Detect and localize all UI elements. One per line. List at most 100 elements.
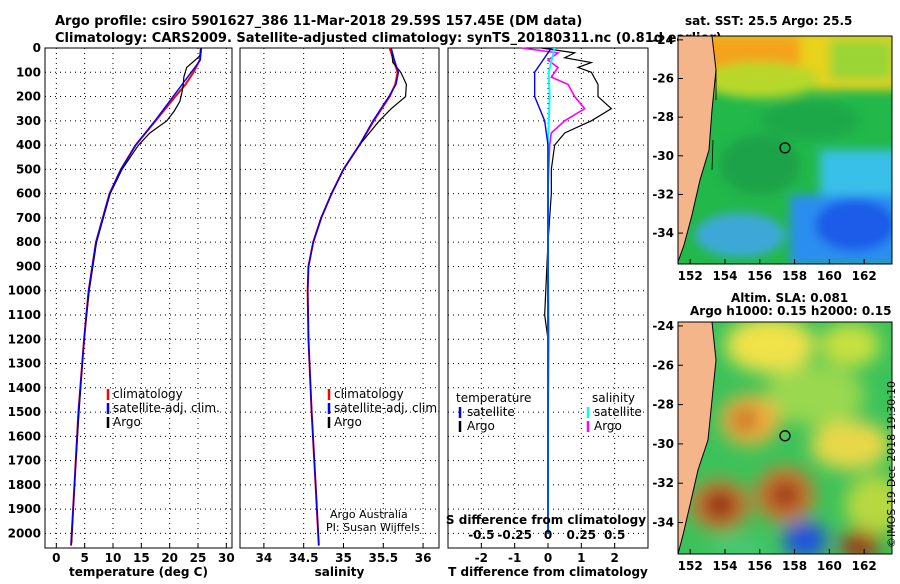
map-x-tick-label: 162 xyxy=(852,559,877,573)
legend-heading-temperature: temperature xyxy=(456,391,531,405)
x-tick-label: 15 xyxy=(133,551,150,565)
map-y-tick-label: -24 xyxy=(652,319,674,333)
x-axis-label: salinity xyxy=(315,565,365,579)
map-x-tick-label: 158 xyxy=(782,559,807,573)
sla-map-title-2: Argo h1000: 0.15 h2000: 0.15 xyxy=(690,304,891,318)
s-tick-label: 0.5 xyxy=(604,528,625,542)
legend-label: satellite xyxy=(594,405,642,419)
y-tick-label: 1800 xyxy=(8,478,41,492)
map-y-tick-label: -26 xyxy=(652,358,674,372)
y-tick-label: 800 xyxy=(16,235,41,249)
y-tick-label: 300 xyxy=(16,114,41,128)
x-tick-label: 30 xyxy=(218,551,235,565)
temp-satellite-line xyxy=(70,47,203,546)
credit-line-1: Argo Australia xyxy=(330,508,408,521)
y-tick-label: 1400 xyxy=(8,381,41,395)
map-x-tick-label: 154 xyxy=(712,269,737,283)
legend-label: climatology xyxy=(334,387,404,401)
sst-map-field xyxy=(678,36,892,264)
sla-map: Altim. SLA: 0.081 Argo h1000: 0.15 h2000… xyxy=(652,291,893,573)
tdiff-satellite-line xyxy=(533,47,552,534)
x-axis-label: temperature (deg C) xyxy=(69,565,208,579)
s-diff-title: S difference from climatology xyxy=(446,513,646,527)
y-tick-label: 1100 xyxy=(8,308,41,322)
plot-frame xyxy=(44,47,233,549)
sla-profile-location-marker xyxy=(779,430,791,442)
y-tick-label: 200 xyxy=(16,90,41,104)
credit-line-2: PI: Susan Wijffels xyxy=(326,521,420,534)
y-tick-label: 1900 xyxy=(8,502,41,516)
legend-label: satellite-adj. clim. xyxy=(113,401,220,415)
s-tick-label: 0 xyxy=(544,528,552,542)
x-axis-label: T difference from climatology xyxy=(448,565,648,579)
x-tick-label: -1 xyxy=(508,551,521,565)
map-y-tick-label: -32 xyxy=(652,187,674,201)
x-tick-label: 20 xyxy=(161,551,178,565)
map-y-tick-label: -34 xyxy=(652,516,674,530)
difference-panel: -2 -1 0 1 2T difference from climatology S di… xyxy=(446,47,649,579)
x-tick-label: 2 xyxy=(610,551,618,565)
x-tick-label: 0 xyxy=(52,551,60,565)
x-tick-label: 5 xyxy=(80,551,88,565)
y-tick-label: 1300 xyxy=(8,357,41,371)
sal-argo-line xyxy=(307,47,407,544)
salinity-panel: 34 34.5 35 35.5 36 salinity climatologysatelli… xyxy=(239,47,441,579)
y-tick-label: 0 xyxy=(33,41,41,55)
x-tick-label: 34 xyxy=(256,551,273,565)
sla-map-field xyxy=(678,322,892,554)
s-tick-label: -0.25 xyxy=(497,528,532,542)
map-x-tick-label: 156 xyxy=(747,269,772,283)
y-tick-label: 600 xyxy=(16,187,41,201)
x-tick-label: 34.5 xyxy=(289,551,319,565)
map-y-tick-label: -30 xyxy=(652,149,674,163)
x-tick-label: 35 xyxy=(335,551,352,565)
y-tick-label: 400 xyxy=(16,138,41,152)
tdiff-argo-line xyxy=(541,47,613,534)
map-x-tick-label: 152 xyxy=(678,269,703,283)
map-y-tick-label: -34 xyxy=(652,226,674,240)
sst-map-ticks: 152 154 156 158 160 162 -24 -26 -28 -30 -32 -34 xyxy=(652,33,876,283)
legend-label: satellite-adj. clim. xyxy=(334,401,441,415)
map-x-tick-label: 158 xyxy=(782,269,807,283)
sal-climatology-line xyxy=(306,47,399,546)
map-y-tick-label: -24 xyxy=(652,33,674,47)
legend-label: Argo xyxy=(594,419,622,433)
sla-map-title-1: Altim. SLA: 0.081 xyxy=(731,291,848,305)
s-tick-label: 0.25 xyxy=(567,528,597,542)
legend-heading-salinity: salinity xyxy=(592,391,635,405)
legend-label: Argo xyxy=(334,415,362,429)
x-tick-label: 0 xyxy=(544,551,552,565)
temperature-panel: 0 5 10 15 20 25 300100200300400500600700800900… xyxy=(8,41,235,579)
legend-label: Argo xyxy=(467,419,495,433)
y-tick-label: 500 xyxy=(16,162,41,176)
x-tick-label: 35.5 xyxy=(368,551,398,565)
y-tick-label: 1500 xyxy=(8,405,41,419)
legend-label: climatology xyxy=(113,387,183,401)
y-tick-label: 1700 xyxy=(8,454,41,468)
sla-map-ticks: 152 154 156 158 160 162 -24 -26 -28 -30 -32 -34 xyxy=(652,319,876,573)
map-y-tick-label: -28 xyxy=(652,110,674,124)
map-x-tick-label: 154 xyxy=(712,559,737,573)
sst-profile-location-marker xyxy=(779,142,791,154)
title-line-1: Argo profile: csiro 5901627_386 11-Mar-2… xyxy=(55,14,582,29)
map-x-tick-label: 160 xyxy=(817,269,842,283)
x-tick-label: 25 xyxy=(190,551,207,565)
map-x-tick-label: 162 xyxy=(852,269,877,283)
y-tick-label: 1000 xyxy=(8,284,41,298)
map-y-tick-label: -30 xyxy=(652,437,674,451)
map-y-tick-label: -32 xyxy=(652,476,674,490)
y-tick-label: 900 xyxy=(16,259,41,273)
temp-climatology-line xyxy=(70,47,202,546)
imos-watermark: ©IMOS 19-Dec-2018 19:30:10 xyxy=(885,381,898,548)
x-tick-label: 10 xyxy=(105,551,122,565)
sst-map: sat. SST: 25.5 Argo: 25.5 152 154 156 158 16… xyxy=(652,14,893,283)
y-tick-label: 1200 xyxy=(8,332,41,346)
map-x-tick-label: 156 xyxy=(747,559,772,573)
x-tick-label: 1 xyxy=(577,551,585,565)
sst-map-title: sat. SST: 25.5 Argo: 25.5 xyxy=(685,14,852,28)
plot-frame xyxy=(239,47,440,549)
map-x-tick-label: 152 xyxy=(678,559,703,573)
legend-label: satellite xyxy=(467,405,515,419)
y-tick-label: 1600 xyxy=(8,429,41,443)
y-tick-label: 100 xyxy=(16,65,41,79)
